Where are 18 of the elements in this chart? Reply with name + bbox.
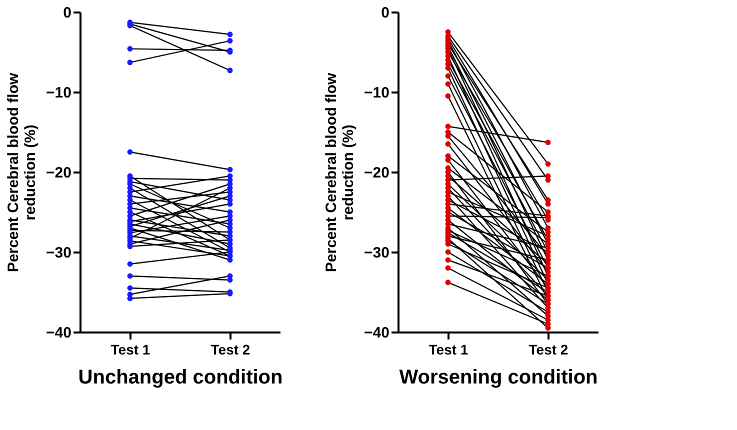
x-tick-label: Test 1: [428, 342, 468, 358]
y-tick-label: −30: [364, 244, 390, 262]
y-tick-label: 0: [63, 4, 72, 22]
y-tick-label: −20: [46, 164, 72, 182]
y-axis-title: Percent Cerebral blood flow reduction (%): [323, 72, 358, 272]
y-tick-label: −10: [46, 84, 72, 102]
x-axis-title: Unchanged condition: [78, 366, 283, 388]
x-axis-title: Worsening condition: [399, 366, 598, 388]
y-tick-label: −40: [46, 324, 72, 342]
y-tick-label: −20: [364, 164, 390, 182]
x-tick-label: Test 1: [110, 342, 150, 358]
x-tick-label: Test 2: [528, 342, 568, 358]
y-tick-label: −40: [364, 324, 390, 342]
y-tick-label: 0: [381, 4, 390, 22]
x-tick-label: Test 2: [210, 342, 250, 358]
y-tick-label: −30: [46, 244, 72, 262]
y-tick-label: −10: [364, 84, 390, 102]
y-axis-title: Percent Cerebral blood flow reduction (%): [5, 72, 40, 272]
